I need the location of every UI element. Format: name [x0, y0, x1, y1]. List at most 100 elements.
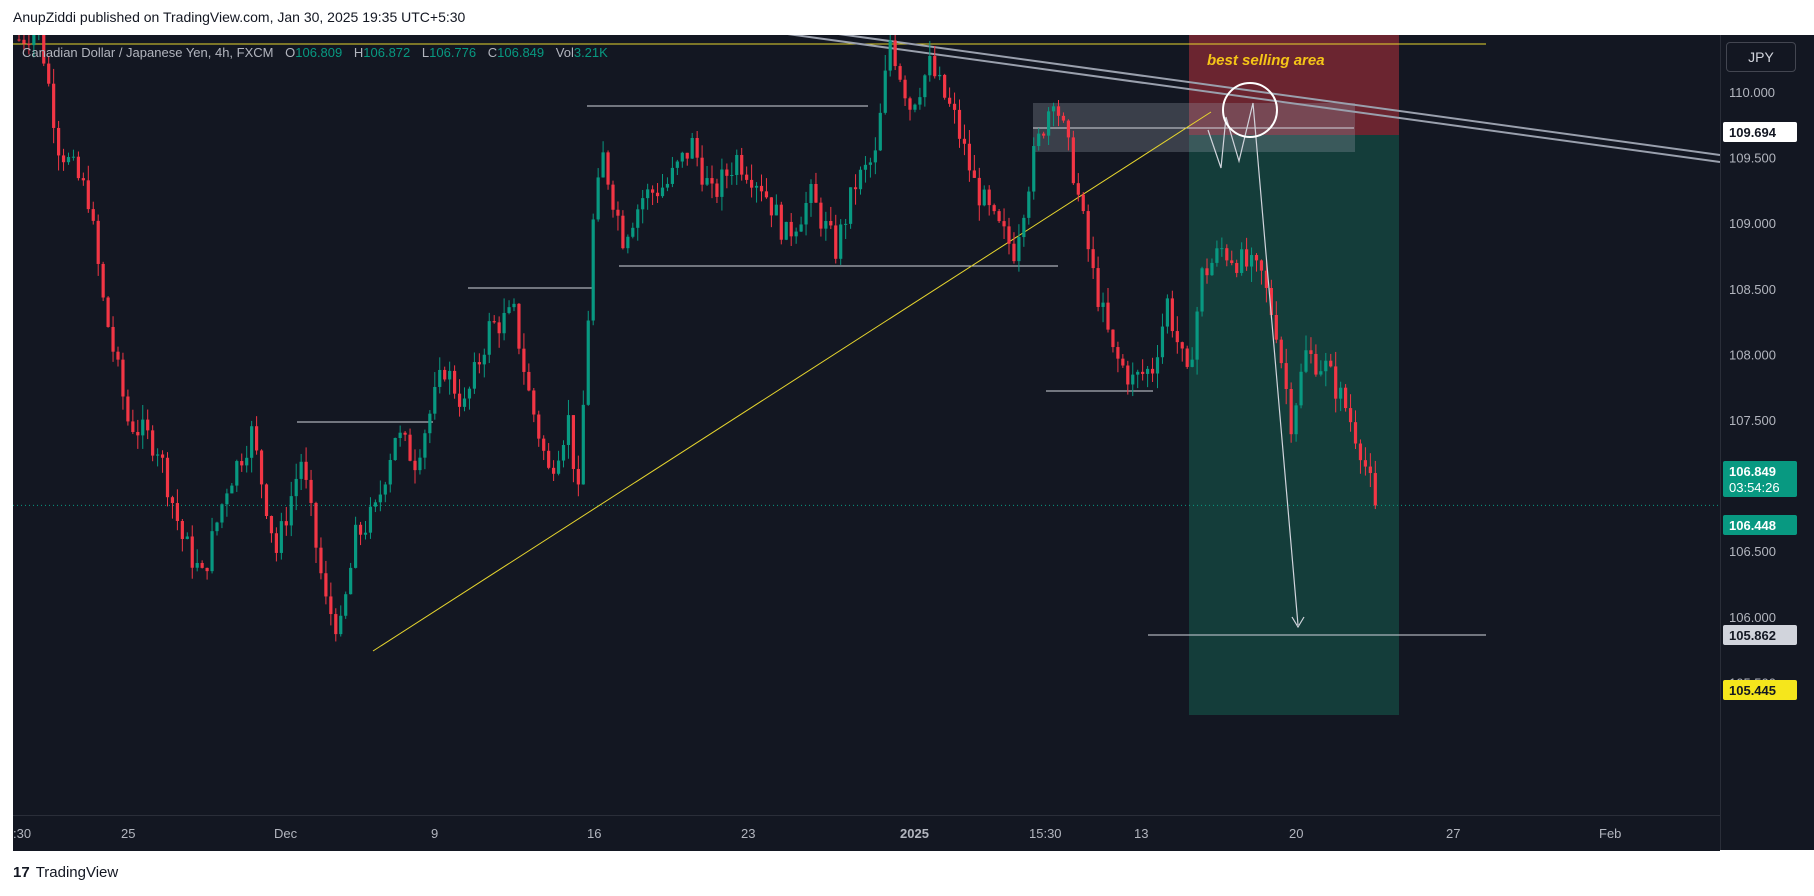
candle-body	[462, 398, 467, 407]
candle-body	[715, 183, 719, 197]
candle-body	[858, 169, 863, 190]
time-axis-svg: :30 25 Dec 9 16 23 2025 15:30 13 20 27 Feb	[13, 826, 1621, 841]
candle-body	[1264, 270, 1268, 288]
candle-body	[1249, 255, 1254, 267]
candle-body	[784, 221, 788, 240]
candle-body	[339, 615, 343, 635]
candle-body	[205, 567, 209, 572]
candle-body	[660, 187, 665, 197]
candle-body	[1368, 466, 1372, 474]
tradingview-logo-icon: 17	[13, 864, 30, 881]
candle-body	[220, 504, 224, 523]
tradingview-logo[interactable]: 17 TradingView	[13, 864, 118, 881]
candle-body	[1185, 348, 1189, 367]
candle-body	[893, 40, 897, 67]
candle-body	[1339, 387, 1343, 399]
candle-body	[1373, 473, 1377, 506]
candle-body	[928, 55, 932, 76]
candle-body	[378, 494, 382, 503]
candle-body	[294, 478, 298, 497]
candle-body	[517, 303, 521, 349]
candle-body	[537, 414, 541, 439]
price-label: 106.448	[1729, 518, 1776, 533]
candle-body	[1017, 237, 1021, 262]
candle-body	[799, 224, 803, 232]
candle-body	[1274, 314, 1278, 340]
candle-body	[1358, 443, 1363, 461]
candle-body	[1195, 311, 1199, 360]
candle-body	[225, 493, 229, 505]
candle-body	[1344, 387, 1348, 409]
candle-body	[507, 307, 511, 313]
candle-body	[304, 461, 308, 480]
candle-body	[898, 66, 902, 80]
candle-body	[1116, 347, 1120, 359]
candle-body	[1091, 249, 1095, 269]
price-axis[interactable]: 110.000 109.500 109.000 108.500 108.000 107.5…	[1720, 35, 1814, 850]
candle-body	[373, 502, 377, 507]
candle-body	[1299, 371, 1303, 406]
candle-body	[1056, 106, 1061, 116]
time-tick: 16	[587, 826, 601, 841]
candle-body	[1136, 371, 1140, 375]
candle-body	[819, 202, 823, 229]
time-tick: 15:30	[1029, 826, 1062, 841]
price-tick: 110.000	[1729, 85, 1775, 100]
candle-body	[641, 198, 645, 210]
candle-body	[1363, 460, 1367, 467]
candle-body	[561, 445, 566, 461]
candle-body	[596, 177, 600, 220]
time-tick: 23	[741, 826, 755, 841]
price-tick: 108.000	[1729, 347, 1776, 362]
candle-body	[883, 70, 887, 113]
candle-body	[86, 180, 90, 210]
candle-body	[349, 567, 353, 595]
candle-body	[240, 461, 244, 466]
candle-body	[1205, 268, 1209, 276]
volume-value: 3.21K	[573, 45, 608, 60]
candle-body	[873, 150, 877, 163]
candle-body	[576, 468, 580, 485]
candle-body	[809, 183, 813, 203]
projection-path	[1207, 102, 1299, 626]
candle-body	[824, 220, 828, 229]
candle-body	[289, 496, 293, 526]
candle-body	[700, 157, 704, 185]
candle-body	[383, 484, 387, 495]
candle-body	[433, 386, 437, 414]
candle-body	[438, 369, 442, 387]
candle-body	[1259, 260, 1264, 271]
candle-body	[586, 320, 590, 405]
candle-body	[616, 209, 620, 216]
candle-body	[1051, 106, 1056, 112]
time-tick: Dec	[274, 826, 298, 841]
candle-body	[274, 533, 278, 553]
candle-body	[938, 74, 942, 77]
candle-body	[398, 432, 402, 439]
candle-body	[1126, 365, 1130, 385]
price-label-box	[1723, 680, 1797, 700]
candle-body	[1101, 302, 1105, 307]
candle-body	[1309, 350, 1313, 354]
candle-body	[175, 503, 179, 521]
chart-area[interactable]: best selling area	[13, 11, 1721, 850]
candle-body	[259, 450, 264, 485]
candle-body	[418, 457, 422, 471]
candle-body	[992, 205, 996, 212]
candle-body	[1324, 360, 1328, 372]
candle-body	[101, 263, 105, 298]
currency-button[interactable]: JPY	[1726, 42, 1796, 72]
candle-body	[631, 227, 635, 237]
candlestick-chart[interactable]: best selling area	[13, 11, 1721, 850]
candle-body	[1002, 221, 1006, 227]
candle-body	[750, 179, 754, 188]
candle-body	[1269, 287, 1273, 315]
candle-body	[1007, 226, 1011, 244]
time-axis[interactable]: :30 25 Dec 9 16 23 2025 15:30 13 20 27 Feb	[13, 815, 1720, 851]
descending-trendline-b	[772, 31, 1721, 163]
sell-zone-annotation: best selling area	[1207, 52, 1325, 69]
candle-body	[1121, 358, 1125, 366]
candle-body	[1106, 302, 1110, 330]
symbol-legend: Canadian Dollar / Japanese Yen, 4h, FXCM…	[22, 45, 608, 60]
candle-body	[185, 536, 189, 539]
